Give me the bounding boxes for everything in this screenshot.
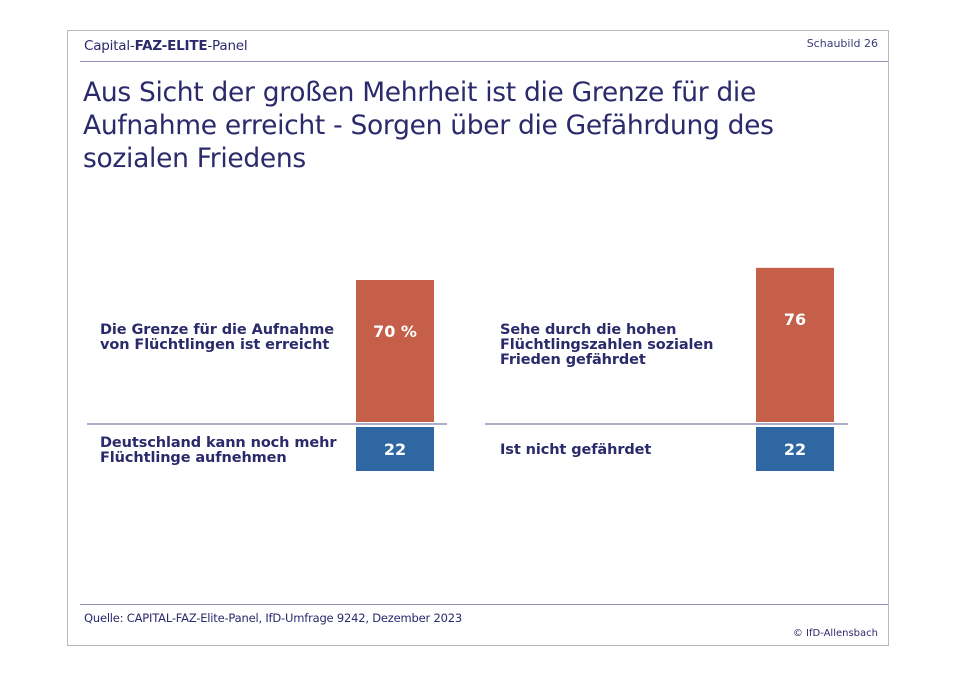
- source-note: Quelle: CAPITAL-FAZ-Elite-Panel, IfD-Umf…: [84, 611, 462, 625]
- page-title: Aus Sicht der großen Mehrheit ist die Gr…: [83, 77, 774, 174]
- data-label-disagree: 22: [384, 440, 406, 459]
- chart-panel-1: 70 % 22: [87, 280, 447, 471]
- bar-disagree: [756, 427, 834, 471]
- brand-part-faz-elite: FAZ-ELITE: [134, 38, 208, 54]
- category-label-agree: Sehe durch die hohen Flüchtlingszahlen so…: [500, 322, 714, 368]
- category-label-disagree: Ist nicht gefährdet: [500, 442, 652, 458]
- chart-frame: [67, 30, 889, 646]
- category-label-agree: Die Grenze für die Aufnahme von Flüchtlin…: [100, 322, 335, 353]
- data-label-agree: 76: [784, 310, 806, 329]
- category-label-disagree: Deutschland kann noch mehr Flüchtlinge au…: [100, 435, 337, 466]
- bar-agree: [756, 267, 834, 422]
- bar-agree: [356, 280, 434, 422]
- footer-divider: [80, 604, 888, 605]
- chart-number: Schaubild 26: [806, 37, 878, 50]
- chart-panel-2: 76 22: [485, 267, 848, 471]
- brand-part-capital: Capital-: [84, 38, 135, 54]
- data-label-disagree: 22: [784, 440, 806, 459]
- brand-label: Capital-FAZ-ELITE-Panel: [84, 38, 248, 54]
- brand-part-panel: -Panel: [207, 38, 248, 54]
- bar-disagree: [356, 427, 434, 471]
- header-divider: [80, 61, 888, 62]
- copyright: © IfD-Allensbach: [792, 628, 878, 639]
- data-label-agree: 70 %: [373, 322, 417, 341]
